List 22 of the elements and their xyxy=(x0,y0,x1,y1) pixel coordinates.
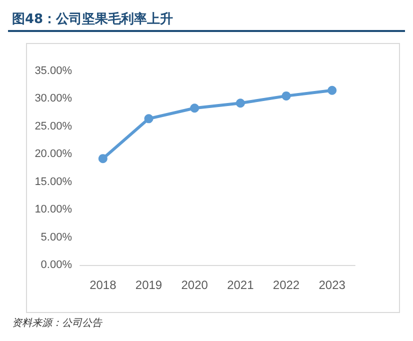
point xyxy=(190,104,200,113)
y-tick-label: 0.00% xyxy=(40,259,72,271)
y-tick-label: 5.00% xyxy=(40,231,72,244)
y-tick-label: 25.00% xyxy=(34,120,72,132)
x-tick-label: 2018 xyxy=(90,278,117,292)
point xyxy=(144,114,154,124)
x-tick-label: 2021 xyxy=(227,278,254,292)
text: 资料来源：公司公告 xyxy=(12,316,102,330)
x-tick-label: 2020 xyxy=(181,278,208,292)
point xyxy=(98,154,108,164)
y-tick-label: 15.00% xyxy=(34,176,72,188)
y-tick-label: 20.00% xyxy=(34,148,72,160)
x-tick-label: 2019 xyxy=(135,278,162,292)
point xyxy=(328,86,337,95)
x-tick-label: 2023 xyxy=(318,278,346,292)
point xyxy=(236,98,245,108)
chart-title: 图48：公司坚果毛利率上升 xyxy=(12,10,174,28)
y-tick-label: 10.00% xyxy=(34,204,72,216)
point xyxy=(282,91,291,100)
y-tick-label: 35.00% xyxy=(34,65,72,77)
x-tick-label: 2022 xyxy=(272,278,300,292)
y-tick-label: 30.00% xyxy=(34,92,72,105)
